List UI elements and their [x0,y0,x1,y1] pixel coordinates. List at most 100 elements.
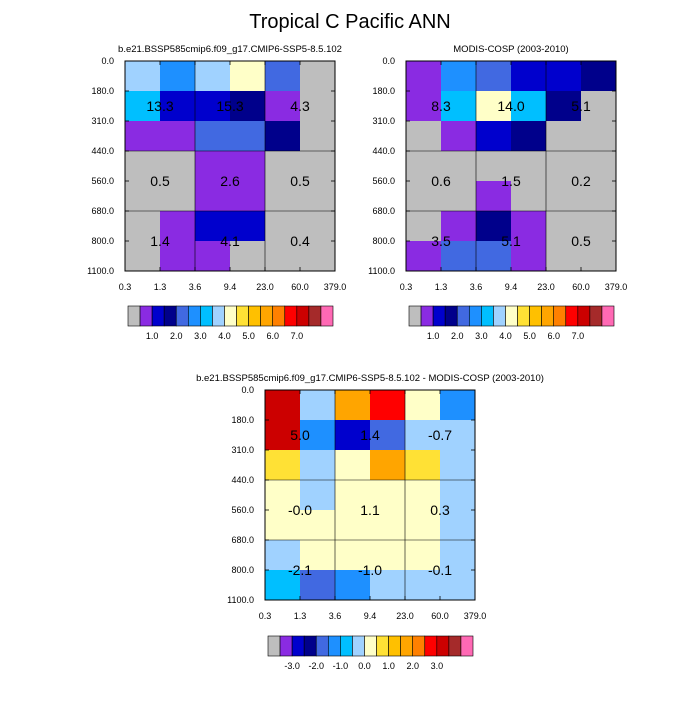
heatmap-cell [335,570,371,601]
x-tick-label: 23.0 [256,282,274,292]
cell-value-label: 0.5 [571,233,591,249]
heatmap-cell [195,151,231,182]
colorbar-label: 1.0 [427,331,440,341]
x-tick-label: 3.6 [329,611,342,621]
heatmap-cell [195,91,231,122]
heatmap-cell [476,61,512,92]
colorbar-swatch [315,635,329,657]
panel-title: b.e21.BSSP585cmip6.f09_g17.CMIP6-SSP5-8.… [196,373,544,384]
heatmap-cell [335,390,371,421]
x-tick-label: 379.0 [605,282,628,292]
colorbar-swatch [601,305,615,327]
heatmap-cell [335,480,371,511]
heatmap-cell [230,151,266,182]
colorbar-label: 2.0 [406,661,419,671]
heatmap-cell [195,121,231,152]
colorbar-swatch [444,305,458,327]
colorbar-swatch [456,305,470,327]
colorbar-swatch [279,635,293,657]
heatmap-cell [581,121,617,152]
heatmap-cell [440,420,476,451]
colorbar-swatch [224,305,237,327]
colorbar-label: 7.0 [291,331,304,341]
heatmap-cell [265,570,301,601]
heatmap-cell [476,151,512,182]
y-tick-label: 180.0 [372,86,395,96]
x-tick-label: 0.3 [119,282,132,292]
colorbar-swatch [284,305,298,327]
cell-value-label: -0.7 [428,427,452,443]
heatmap-cell [300,91,336,122]
heatmap-cell [160,181,196,212]
colorbar-label: 3.0 [431,661,444,671]
heatmap-cell [581,181,617,212]
heatmap-cell [546,181,582,212]
colorbar-swatch [320,305,334,327]
heatmap-cell [441,181,477,212]
colorbar-swatch [529,305,542,327]
heatmap-cell [265,540,301,571]
heatmap-cell [300,181,336,212]
y-tick-label: 440.0 [231,475,254,485]
heatmap-cell [265,121,301,152]
heatmap-cell [440,510,476,541]
heatmap-cell [581,61,617,92]
heatmap-cell [440,450,476,481]
colorbar-label: 4.0 [499,331,512,341]
colorbar-label: 3.0 [194,331,207,341]
cell-value-label: 0.2 [571,173,591,189]
colorbar-swatch [272,305,286,327]
colorbar-swatch [448,635,462,657]
colorbar-swatch [352,635,365,657]
colorbar-swatch [412,635,426,657]
cell-value-label: 0.5 [150,173,170,189]
colorbar-swatch [127,305,141,327]
x-tick-label: 9.4 [224,282,237,292]
colorbar-swatch [408,305,422,327]
cell-value-label: 0.3 [430,502,450,518]
y-tick-label: 310.0 [372,116,395,126]
heatmap-cell [160,211,196,242]
colorbar-swatch [481,305,494,327]
heatmap-cell [300,540,336,571]
heatmap-cell [195,181,231,212]
heatmap-cell [125,241,161,272]
colorbar-swatch [388,635,401,657]
heatmap-cell [546,61,582,92]
y-tick-label: 1100.0 [368,266,395,276]
panel-2: MODIS-COSP (2003-2010) 0.3 1.3 3.6 9.4 23.0 60… [368,44,627,341]
heatmap-cell [441,121,477,152]
colorbar-swatch [200,305,213,327]
colorbar-swatch [303,635,317,657]
colorbar-swatch [139,305,153,327]
colorbar-swatch [296,305,310,327]
heatmap-cell [125,121,161,152]
colorbar-swatch [400,635,414,657]
y-tick-label: 0.0 [101,56,114,66]
heatmap-cell [440,390,476,421]
x-tick-label: 0.3 [400,282,413,292]
cell-value-label: 5.1 [571,98,591,114]
heatmap-cell [546,241,582,272]
x-tick-label: 9.4 [505,282,518,292]
x-tick-label: 60.0 [572,282,590,292]
colorbar-swatch [151,305,165,327]
heatmap-cell [511,211,547,242]
heatmap-cell [440,540,476,571]
heatmap-cell [476,181,512,212]
heatmap-cell [195,61,231,92]
heatmap-cell [476,241,512,272]
y-tick-label: 560.0 [372,176,395,186]
x-tick-label: 3.6 [189,282,202,292]
heatmap-cell [476,121,512,152]
heatmap-cell [405,540,441,571]
heatmap-cell [230,241,266,272]
colorbar-label: 0.0 [358,661,371,671]
colorbar-label: 1.0 [146,331,159,341]
heatmap-cell [370,450,406,481]
heatmap-cell [160,61,196,92]
heatmap-cell [405,450,441,481]
cell-value-label: 0.5 [290,173,310,189]
y-tick-label: 180.0 [91,86,114,96]
